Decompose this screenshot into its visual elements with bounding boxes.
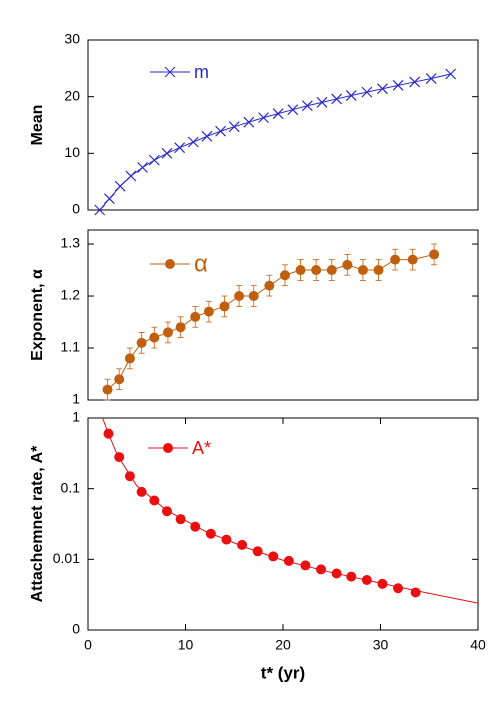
y-tick-label: 1.2 [61, 287, 81, 303]
marker [201, 130, 213, 142]
marker [287, 104, 299, 116]
marker [174, 142, 186, 154]
legend-label: A* [192, 438, 211, 458]
marker [283, 555, 294, 566]
marker [357, 265, 368, 276]
y-tick-label: 1 [72, 391, 80, 407]
y-axis-label: Exponent, α [29, 269, 46, 361]
marker [104, 193, 115, 205]
x-tick-label: 20 [275, 637, 291, 653]
marker [407, 254, 418, 265]
marker [187, 136, 199, 148]
marker [124, 353, 135, 364]
plot-frame [87, 39, 479, 211]
marker [258, 112, 269, 124]
marker [137, 162, 149, 173]
marker [345, 90, 357, 101]
marker [429, 249, 440, 260]
marker [248, 291, 259, 302]
marker [190, 311, 201, 322]
marker [361, 86, 373, 98]
marker [301, 100, 313, 112]
legend-label: α [194, 250, 208, 277]
marker [149, 332, 160, 343]
marker [114, 374, 125, 385]
marker [114, 180, 126, 192]
y-tick-label: 1.3 [61, 235, 81, 251]
y-tick-label: 30 [64, 31, 80, 47]
x-tick-label: 10 [178, 637, 194, 653]
marker [272, 108, 284, 120]
y-tick-label: 0.1 [61, 479, 81, 495]
y-axis-label: Attachemnet rate, A* [29, 445, 46, 603]
y-tick-label: 1.1 [61, 339, 81, 355]
y-tick-label: 0 [72, 621, 80, 637]
marker [162, 327, 173, 338]
marker [114, 452, 125, 463]
marker [264, 280, 275, 291]
marker [377, 83, 388, 95]
marker [390, 254, 401, 265]
marker [175, 322, 186, 333]
marker [342, 259, 353, 270]
x-tick-label: 0 [84, 637, 92, 653]
y-tick-label: 20 [64, 87, 80, 103]
marker [190, 521, 201, 532]
y-axis-label: Mean [29, 105, 46, 146]
marker [373, 265, 384, 276]
marker [219, 301, 230, 312]
marker [136, 486, 147, 497]
marker [425, 73, 437, 84]
marker [234, 291, 245, 302]
marker [316, 96, 328, 108]
marker [392, 79, 404, 91]
marker [136, 337, 147, 348]
marker [410, 587, 421, 598]
legend-marker [164, 66, 176, 78]
marker [326, 265, 337, 276]
marker [279, 270, 290, 281]
x-axis-label: t* (yr) [261, 663, 305, 682]
marker [215, 125, 227, 137]
marker [243, 116, 255, 128]
legend-marker [163, 443, 173, 453]
marker [228, 121, 240, 133]
y-tick-label: 1 [72, 409, 80, 425]
legend-label: m [194, 62, 209, 82]
series-line [99, 73, 451, 211]
marker [148, 154, 160, 166]
marker [125, 170, 137, 182]
y-tick-label: 0.01 [53, 550, 80, 566]
marker [203, 306, 214, 317]
plot-frame [87, 417, 479, 631]
series-line [102, 417, 479, 604]
x-tick-label: 40 [470, 637, 486, 653]
marker [393, 583, 404, 594]
series-line [107, 253, 435, 390]
x-tick-label: 30 [373, 637, 389, 653]
marker [445, 68, 457, 80]
legend-marker [165, 259, 175, 269]
marker [102, 384, 113, 395]
marker [409, 76, 421, 88]
plot-frame [87, 229, 479, 401]
marker [311, 265, 322, 276]
marker [94, 204, 106, 216]
y-tick-label: 0 [72, 201, 80, 217]
marker [331, 93, 343, 105]
marker [161, 147, 173, 159]
marker [295, 265, 306, 276]
y-tick-label: 10 [64, 144, 80, 160]
